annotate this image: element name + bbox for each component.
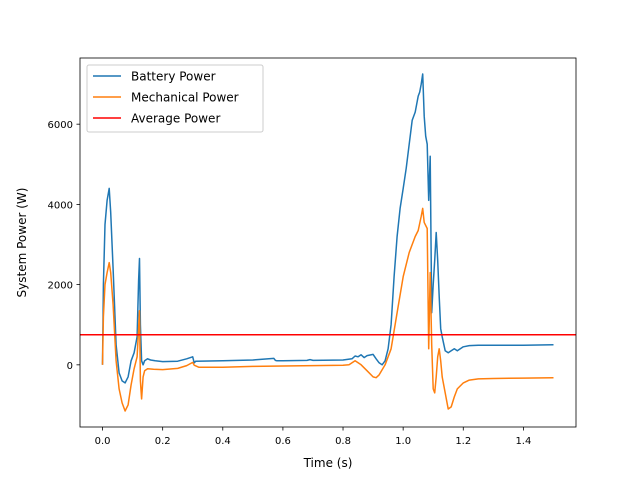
y-axis: 0 2000 4000 6000 bbox=[48, 120, 80, 372]
legend-box bbox=[86, 64, 264, 133]
x-tick-label: 0.6 bbox=[275, 436, 291, 447]
y-tick-label: 0 bbox=[67, 361, 73, 372]
legend-label: Battery Power bbox=[131, 70, 216, 84]
legend-label: Mechanical Power bbox=[131, 91, 239, 105]
y-axis-label: System Power (W) bbox=[15, 188, 29, 298]
series-line-battery-power bbox=[101, 73, 554, 384]
legend: Battery Power Mechanical Power Average Pow… bbox=[86, 64, 264, 133]
y-tick-label: 2000 bbox=[48, 281, 73, 292]
x-tick-label: 0.8 bbox=[335, 436, 351, 447]
series-line-mechanical-power bbox=[101, 207, 554, 412]
y-tick-label: 4000 bbox=[48, 200, 73, 211]
x-tick-label: 0.2 bbox=[155, 436, 171, 447]
y-tick-label: 6000 bbox=[48, 120, 73, 131]
legend-label: Average Power bbox=[131, 112, 220, 126]
x-axis: 0.0 0.2 0.4 0.6 0.8 1.0 1.2 1.4 bbox=[95, 427, 531, 447]
x-axis-label: Time (s) bbox=[303, 456, 353, 470]
x-tick-label: 0.0 bbox=[95, 436, 111, 447]
x-tick-label: 1.4 bbox=[515, 436, 531, 447]
x-tick-label: 0.4 bbox=[215, 436, 231, 447]
series-layer bbox=[80, 73, 576, 412]
x-tick-label: 1.0 bbox=[395, 436, 411, 447]
x-tick-label: 1.2 bbox=[455, 436, 471, 447]
plot-frame bbox=[79, 57, 577, 428]
